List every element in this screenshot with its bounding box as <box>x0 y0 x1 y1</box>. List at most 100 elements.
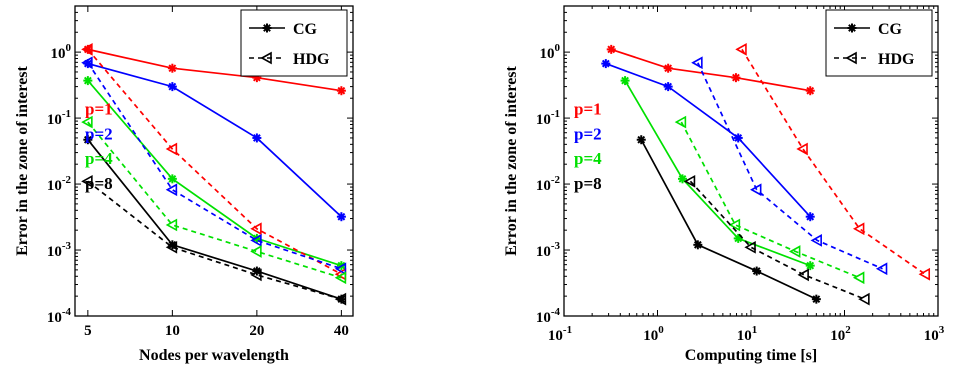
data-point-cg-p4-stroke <box>621 76 629 85</box>
legend-marker-cg <box>847 23 857 33</box>
x-tick-label-base: 10 <box>830 328 845 344</box>
data-point-cg-p8 <box>811 294 821 304</box>
x-tick-label: 40 <box>334 323 349 339</box>
series-line-cg-p2 <box>87 62 342 218</box>
data-point-cg-p4-stroke <box>806 261 815 270</box>
legend: CG HDG <box>240 9 348 77</box>
y-tick-label-exp: -2 <box>551 174 561 186</box>
data-point-cg-p4 <box>620 76 630 86</box>
annotation-p1: p=1 <box>574 100 602 119</box>
series-group <box>601 43 931 306</box>
data-point-cg-p4 <box>733 233 743 243</box>
legend-marker-hdg <box>260 51 272 65</box>
y-tick-label: 10-3 <box>536 240 561 260</box>
x-axis: 5 10 20 40 <box>84 6 349 339</box>
series-line-cg-p4 <box>624 80 811 267</box>
series-line-cg-p8 <box>640 139 817 300</box>
data-point-hdg-p1 <box>852 222 865 236</box>
data-point-hdg-p8 <box>683 174 696 188</box>
y-tick-label: 10-2 <box>47 174 72 194</box>
data-point-hdg-p1 <box>250 222 262 236</box>
legend-marker-cg <box>262 23 272 33</box>
y-tick-label-base: 10 <box>51 46 66 62</box>
data-point-hdg-p4 <box>852 271 865 285</box>
series-line-hdg-p4 <box>87 121 342 279</box>
data-point-cg-p8-stroke <box>752 267 761 275</box>
data-point-hdg-p8 <box>250 268 262 282</box>
legend-marker-cg-stroke <box>848 24 856 32</box>
x-tick-label-exp: 0 <box>658 324 664 336</box>
y-tick-label-exp: -3 <box>551 240 561 252</box>
data-point-hdg-p1 <box>165 142 178 156</box>
y-tick-label: 10-1 <box>536 108 560 128</box>
data-point-cg-p2 <box>805 212 815 222</box>
y-tick-label-base: 10 <box>47 244 62 260</box>
y-tick-label: 100 <box>540 42 561 62</box>
data-point-cg-p2-stroke <box>734 134 743 142</box>
data-point-cg-p1 <box>167 63 177 73</box>
series-line-cg-p1 <box>87 48 342 92</box>
annotation-p2: p=2 <box>85 124 113 143</box>
x-tick-label-base: 10 <box>548 328 563 344</box>
data-point-hdg-p4 <box>334 271 347 285</box>
data-point-hdg-p4 <box>728 218 741 232</box>
series-line-hdg-p8 <box>689 180 866 300</box>
data-point-cg-p2 <box>167 82 177 92</box>
data-point-cg-p1-stroke <box>168 64 177 73</box>
data-point-hdg-p2 <box>81 56 93 70</box>
data-point-hdg-p8 <box>334 292 347 306</box>
data-point-cg-p4-stroke <box>83 76 92 85</box>
y-tick-label: 10-4 <box>47 306 72 326</box>
data-point-hdg-p2 <box>750 183 762 197</box>
x-tick-label: 10-1 <box>548 324 572 344</box>
series-line-hdg-p1 <box>87 48 342 275</box>
y-axis-label: Error in the zone of interest <box>503 65 520 255</box>
y-tick-label-exp: -4 <box>62 306 72 318</box>
data-point-cg-p1-stroke <box>806 86 815 95</box>
data-point-hdg-p2 <box>691 56 703 70</box>
data-point-hdg-p8 <box>744 240 756 254</box>
y-axis-label: Error in the zone of interest <box>14 65 31 255</box>
series-line-cg-p2 <box>605 62 811 218</box>
x-axis: 10-1 100 101 102 103 <box>548 6 945 344</box>
series-group <box>81 43 347 306</box>
y-tick-label-base: 10 <box>540 46 555 62</box>
data-point-cg-p2-stroke <box>252 134 261 142</box>
legend-label-hdg: HDG <box>878 51 915 68</box>
series-line-hdg-p2 <box>697 62 883 270</box>
series-line-cg-p4 <box>87 80 342 267</box>
y-tick-label: 10-4 <box>536 306 561 326</box>
legend-marker-cg-stroke <box>263 24 271 32</box>
x-tick-label-exp: -1 <box>563 324 572 336</box>
data-point-cg-p4 <box>805 261 815 271</box>
p-labels: p=1 p=2 p=4 p=8 <box>85 100 113 193</box>
data-point-hdg-p8 <box>797 268 809 282</box>
data-point-cg-p8 <box>83 135 93 145</box>
y-tick-label-base: 10 <box>536 310 551 326</box>
data-point-cg-p2 <box>733 133 743 143</box>
data-point-hdg-p2 <box>875 262 888 276</box>
data-point-hdg-p4 <box>250 245 262 258</box>
data-point-cg-p1-stroke <box>337 86 346 95</box>
y-tick-label-base: 10 <box>47 178 62 194</box>
y-tick-label-base: 10 <box>536 178 551 194</box>
x-tick-label: 101 <box>737 324 758 344</box>
series-line-hdg-p2 <box>87 62 342 270</box>
data-point-hdg-p8 <box>165 240 178 254</box>
data-point-hdg-p4 <box>165 218 178 232</box>
y-tick-label: 10-2 <box>536 174 561 194</box>
data-point-cg-p2-stroke <box>806 212 815 221</box>
data-point-cg-p1 <box>805 86 815 96</box>
y-tick-label: 10-1 <box>47 108 71 128</box>
data-point-hdg-p2 <box>334 262 347 276</box>
data-point-cg-p2-stroke <box>337 212 346 221</box>
y-tick-label: 10-3 <box>47 240 72 260</box>
legend-label-hdg: HDG <box>293 51 330 68</box>
data-point-cg-p1 <box>336 86 346 96</box>
data-point-hdg-p2 <box>810 234 822 247</box>
data-point-hdg-p4 <box>788 245 801 258</box>
data-point-cg-p4 <box>167 174 177 184</box>
